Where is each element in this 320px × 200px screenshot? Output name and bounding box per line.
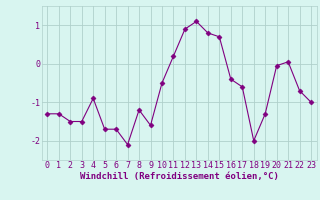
X-axis label: Windchill (Refroidissement éolien,°C): Windchill (Refroidissement éolien,°C) xyxy=(80,172,279,181)
